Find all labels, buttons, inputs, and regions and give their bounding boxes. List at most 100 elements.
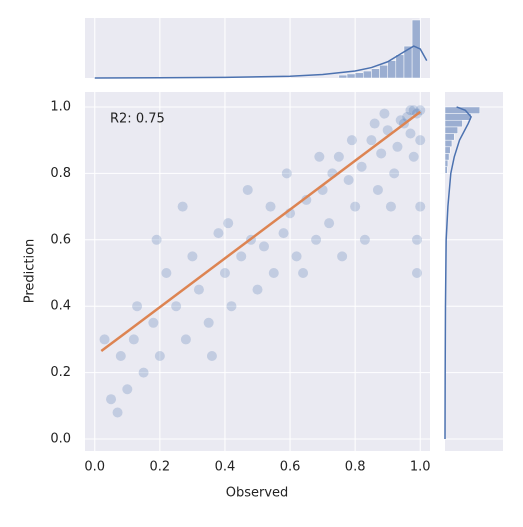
x-tick-label: 0.6 [280,460,301,475]
point [324,218,335,229]
point [122,384,133,395]
top-hist-bar [354,72,364,79]
right-hist-bar [444,139,453,148]
fit-line [100,110,421,353]
point [115,351,126,362]
point [408,151,419,162]
point [311,234,322,245]
right-hist-bar [444,153,450,161]
y-tick-label: 0.6 [50,232,71,247]
x-tick-label: 0.0 [84,460,105,475]
point [132,301,143,312]
point [411,267,422,278]
x-tick-label: 0.2 [150,460,171,475]
point [379,108,390,119]
point [350,201,361,212]
point [242,184,253,195]
point [213,228,224,239]
point [392,141,403,152]
point [301,194,312,205]
right-hist-bar [444,126,459,134]
top-hist-bar [338,74,348,79]
point [226,301,237,312]
point [138,367,149,378]
point [291,251,302,262]
point [395,115,406,126]
point [314,151,325,162]
point [265,201,276,212]
point [252,284,263,295]
x-axis-label: Observed [226,486,289,501]
point [298,267,309,278]
point [278,228,289,239]
point [356,161,367,172]
point [405,105,416,116]
right-hist-bar [444,159,449,167]
point [203,317,214,328]
point [333,151,344,162]
top-hist-bar [346,73,356,79]
point [206,351,217,362]
right-hist-bar [444,166,448,174]
point [281,168,292,179]
point [99,334,110,345]
right-hist-bar [444,133,455,141]
point [411,234,422,245]
right-kde [444,106,472,440]
point [405,128,416,139]
y-tick-label: 1.0 [50,99,71,114]
point [171,301,182,312]
y-tick-label: 0.2 [50,365,71,380]
right-marginal-background [445,92,503,451]
point [112,407,123,418]
top-hist-bar [379,64,388,79]
right-hist-bar [444,119,463,128]
top-hist-bar [371,68,380,79]
y-axis-label: Prediction [23,239,38,304]
point [408,105,419,116]
top-hist-bar [363,70,372,79]
point [389,168,400,179]
y-tick-label: 0.4 [50,299,71,314]
top-hist-bar [387,60,397,79]
y-tick-label: 0.8 [50,166,71,181]
right-hist-bar [444,146,451,154]
top-kde [94,45,428,79]
point [369,118,380,129]
right-hist-bar [444,106,481,114]
point [187,251,198,262]
point [148,317,159,328]
point [359,234,370,245]
point [259,241,270,252]
plot-background [85,92,430,451]
point [415,201,426,212]
point [177,201,188,212]
point [128,334,139,345]
x-tick-label: 1.0 [410,460,431,475]
right-hist-bar [444,113,472,121]
y-tick-label: 0.0 [50,432,71,447]
top-hist-bar [395,54,405,79]
point [154,351,165,362]
point [180,334,191,345]
point [236,251,247,262]
point [106,394,117,405]
point [385,201,396,212]
point [343,175,354,186]
annotation: R2: 0.75 [110,112,165,127]
point [193,284,204,295]
point [161,267,172,278]
point [268,267,279,278]
point [346,135,357,146]
point [151,234,162,245]
point [366,135,377,146]
top-marginal-background [85,18,430,78]
point [372,184,383,195]
point [376,148,387,159]
point [337,251,348,262]
x-tick-label: 0.4 [215,460,236,475]
point [219,267,230,278]
point [382,125,393,136]
point [223,218,234,229]
